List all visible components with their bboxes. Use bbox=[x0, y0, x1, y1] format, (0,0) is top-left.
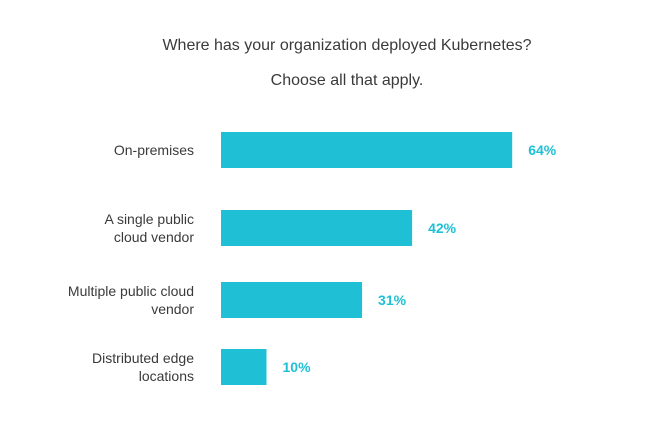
value-label: 31% bbox=[378, 292, 407, 308]
value-label: 42% bbox=[428, 220, 457, 236]
category-label: On-premises bbox=[114, 142, 194, 158]
bars-layer: On-premises 64% A single public cloud vendo… bbox=[68, 132, 557, 385]
category-label: Multiple public cloud vendor bbox=[68, 283, 194, 317]
chart-subtitle: Choose all that apply. bbox=[271, 72, 424, 89]
chart-title: Where has your organization deployed Kub… bbox=[162, 37, 531, 54]
value-label: 64% bbox=[528, 142, 557, 158]
value-label: 10% bbox=[283, 359, 312, 375]
category-label: Distributed edge locations bbox=[92, 350, 194, 384]
bar bbox=[221, 210, 413, 246]
category-label: A single public cloud vendor bbox=[104, 211, 194, 245]
bar bbox=[221, 349, 267, 385]
bar bbox=[221, 132, 513, 168]
bar bbox=[221, 282, 363, 318]
